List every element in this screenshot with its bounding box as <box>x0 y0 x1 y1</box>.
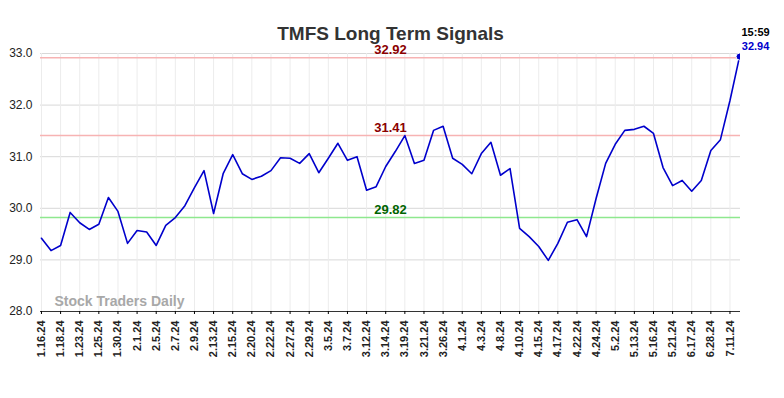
svg-text:28.0: 28.0 <box>9 304 33 318</box>
svg-text:32.0: 32.0 <box>9 98 33 112</box>
svg-text:TMFS Long Term Signals: TMFS Long Term Signals <box>277 23 504 44</box>
svg-text:5.21.24: 5.21.24 <box>666 320 678 358</box>
svg-text:3.14.24: 3.14.24 <box>379 320 391 358</box>
svg-text:32.92: 32.92 <box>374 42 407 57</box>
svg-text:2.1.24: 2.1.24 <box>131 320 143 351</box>
svg-text:2.15.24: 2.15.24 <box>226 320 238 358</box>
svg-text:29.0: 29.0 <box>9 253 33 267</box>
svg-text:30.0: 30.0 <box>9 201 33 215</box>
svg-text:5.2.24: 5.2.24 <box>609 320 621 351</box>
svg-text:2.9.24: 2.9.24 <box>188 320 200 351</box>
svg-text:29.82: 29.82 <box>374 202 407 217</box>
svg-text:31.41: 31.41 <box>374 120 407 135</box>
svg-text:2.29.24: 2.29.24 <box>303 320 315 358</box>
svg-text:1.18.24: 1.18.24 <box>54 320 66 358</box>
svg-text:1.23.24: 1.23.24 <box>73 320 85 358</box>
svg-text:2.5.24: 2.5.24 <box>150 320 162 351</box>
svg-text:4.1.24: 4.1.24 <box>456 320 468 351</box>
svg-text:4.17.24: 4.17.24 <box>551 320 563 358</box>
svg-text:1.16.24: 1.16.24 <box>35 320 47 358</box>
svg-text:4.24.24: 4.24.24 <box>590 320 602 358</box>
svg-text:2.20.24: 2.20.24 <box>245 320 257 358</box>
svg-text:3.12.24: 3.12.24 <box>360 320 372 358</box>
svg-text:6.28.24: 6.28.24 <box>704 320 716 358</box>
svg-text:1.25.24: 1.25.24 <box>92 320 104 358</box>
svg-text:33.0: 33.0 <box>9 46 33 60</box>
svg-text:3.19.24: 3.19.24 <box>398 320 410 358</box>
svg-text:4.15.24: 4.15.24 <box>532 320 544 358</box>
svg-text:7.11.24: 7.11.24 <box>724 320 736 357</box>
svg-text:5.13.24: 5.13.24 <box>628 320 640 358</box>
svg-text:Stock Traders Daily: Stock Traders Daily <box>55 293 185 309</box>
svg-text:3.7.24: 3.7.24 <box>341 320 353 351</box>
svg-text:2.7.24: 2.7.24 <box>169 320 181 351</box>
svg-text:2.27.24: 2.27.24 <box>284 320 296 358</box>
svg-text:4.3.24: 4.3.24 <box>475 320 487 351</box>
svg-text:15:59: 15:59 <box>741 26 769 38</box>
svg-text:31.0: 31.0 <box>9 150 33 164</box>
svg-text:2.22.24: 2.22.24 <box>264 320 276 358</box>
svg-text:6.17.24: 6.17.24 <box>685 320 697 358</box>
svg-text:3.21.24: 3.21.24 <box>417 320 429 358</box>
svg-text:3.26.24: 3.26.24 <box>437 320 449 358</box>
svg-text:4.10.24: 4.10.24 <box>513 320 525 358</box>
svg-text:2.13.24: 2.13.24 <box>207 320 219 358</box>
svg-text:3.5.24: 3.5.24 <box>322 320 334 351</box>
svg-text:32.94: 32.94 <box>742 40 770 52</box>
svg-text:4.22.24: 4.22.24 <box>570 320 582 358</box>
svg-text:1.30.24: 1.30.24 <box>111 320 123 358</box>
svg-text:4.8.24: 4.8.24 <box>494 320 506 351</box>
svg-text:5.16.24: 5.16.24 <box>647 320 659 358</box>
